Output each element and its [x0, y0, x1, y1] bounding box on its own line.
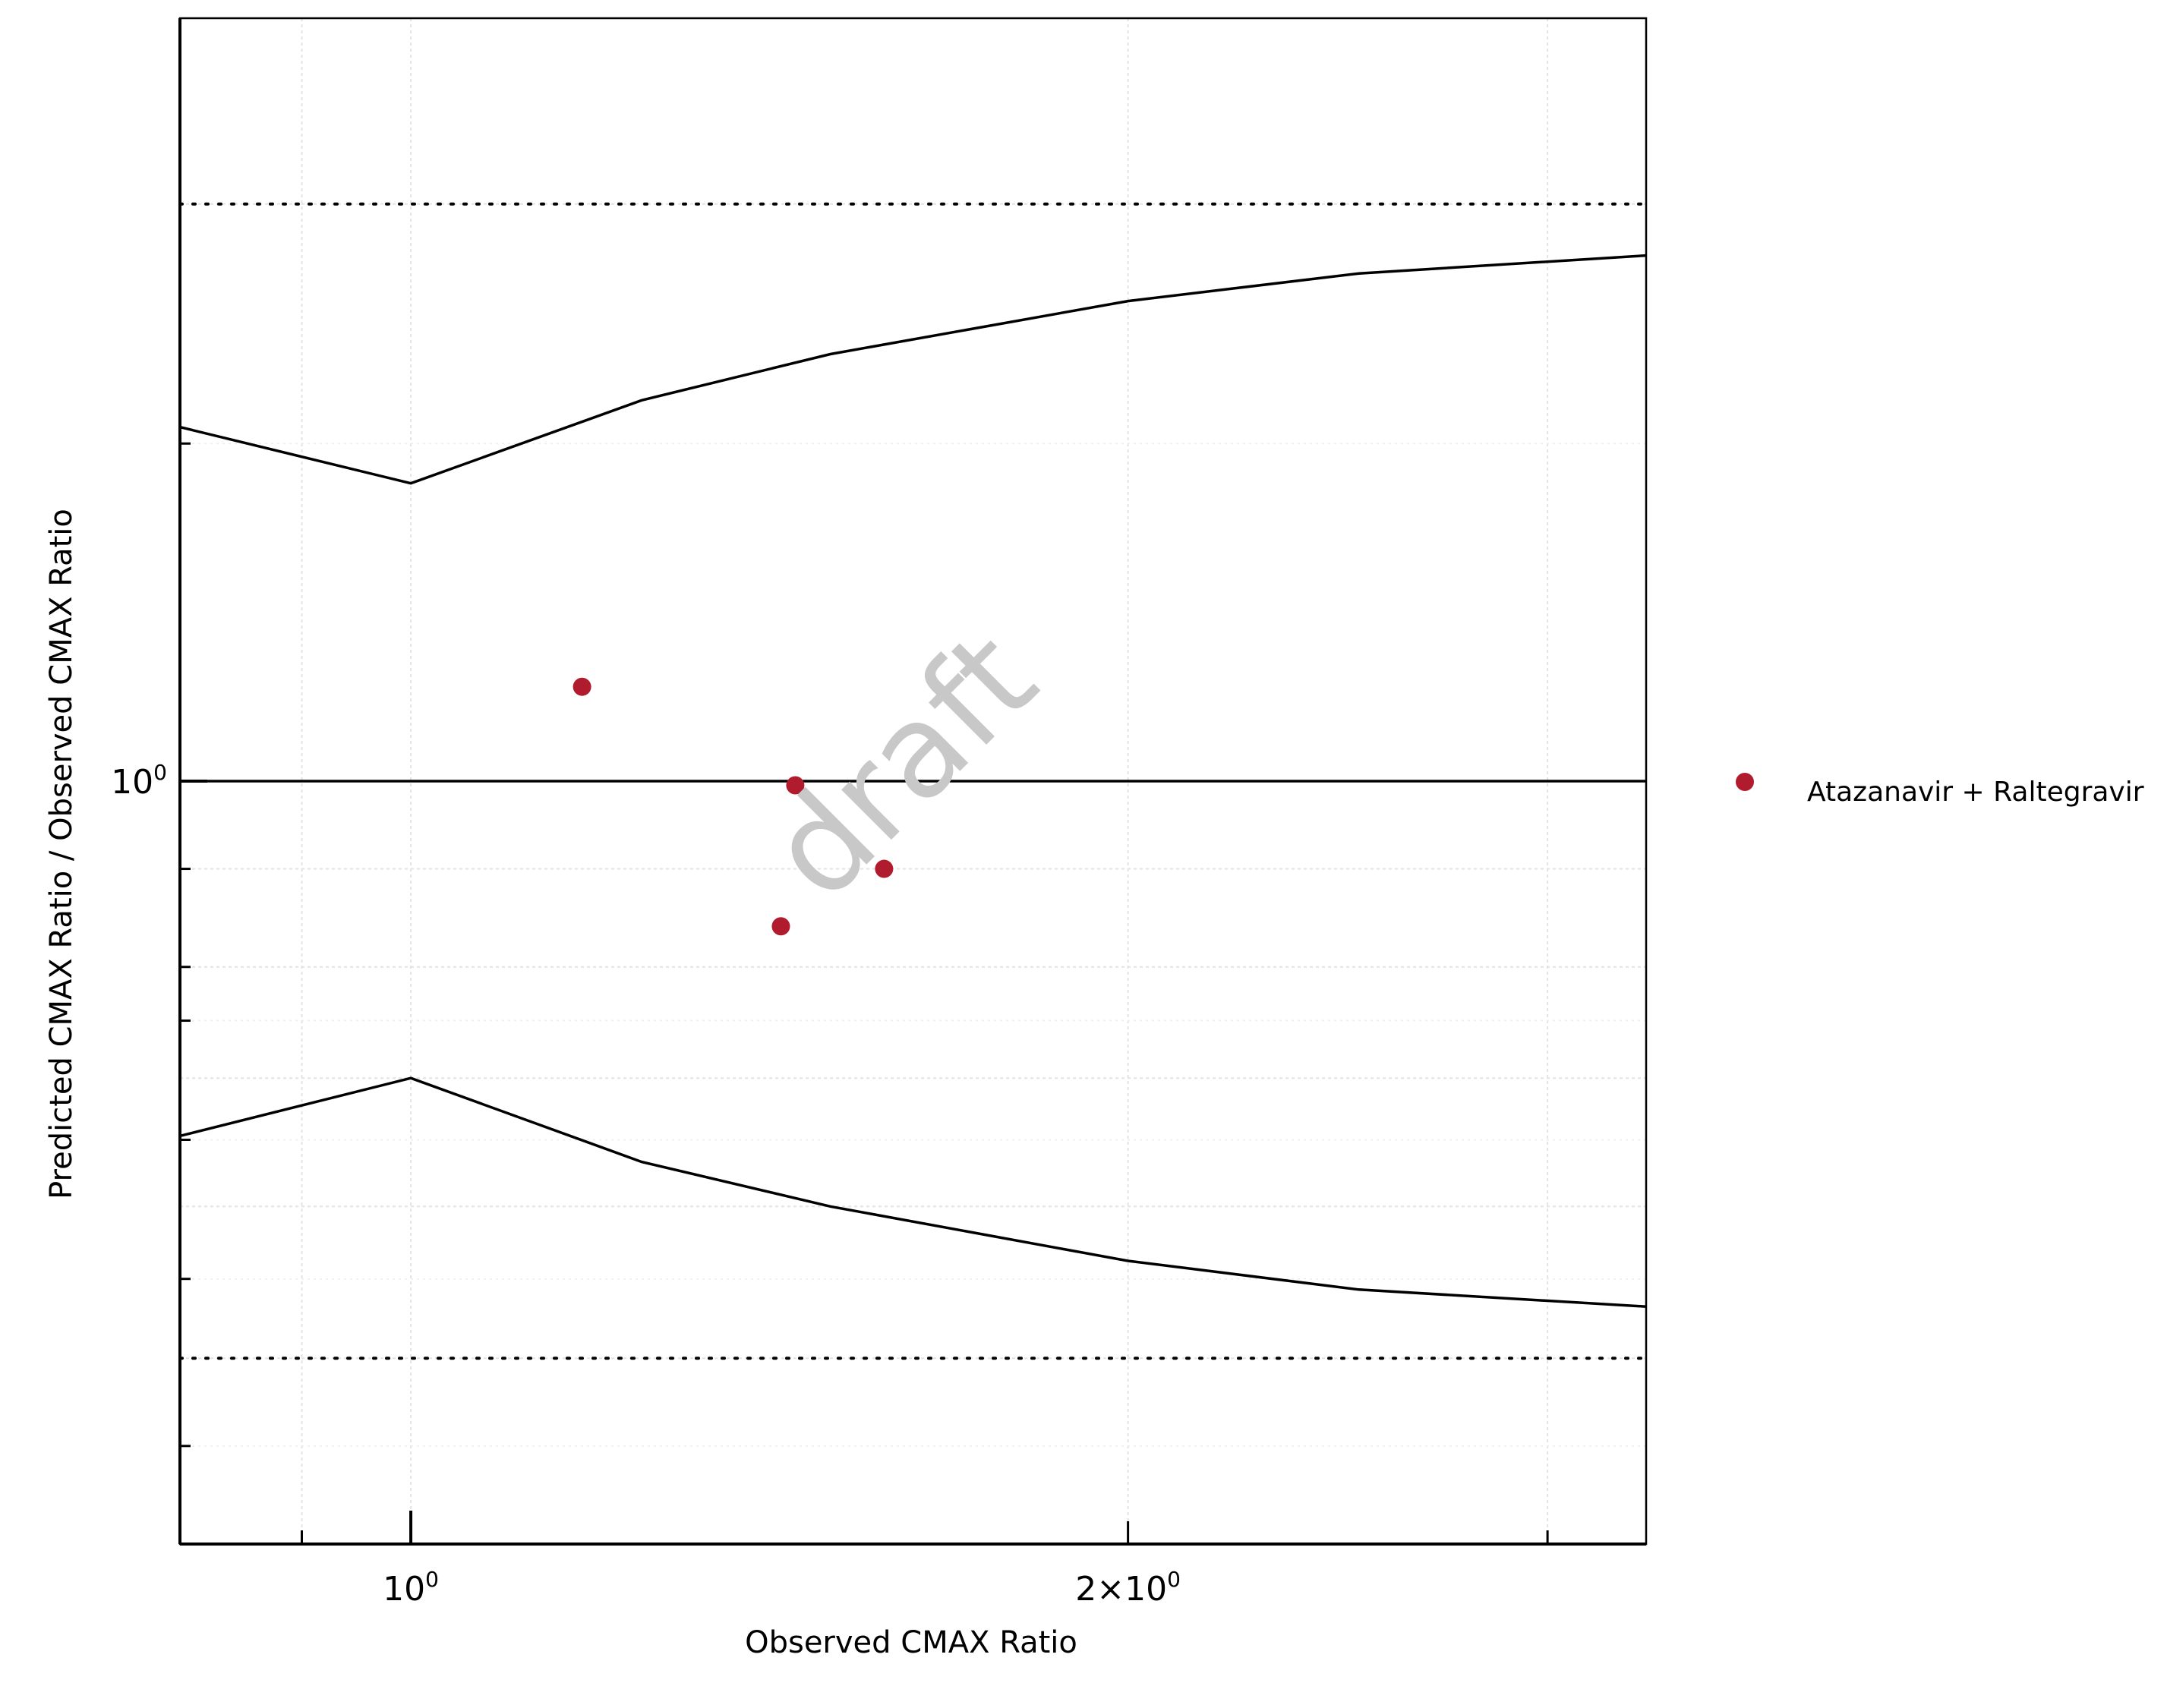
ticks: 100 2×100 100: [111, 442, 1549, 1609]
data-point: [573, 677, 591, 696]
data-point: [786, 776, 805, 795]
watermark-text: draft: [741, 604, 1065, 928]
legend: Atazanavir + Raltegravir: [1736, 773, 2144, 808]
data-points: [573, 677, 894, 936]
guest-limit-curves: [179, 254, 1647, 1308]
lower-limit-curve: [179, 1076, 1647, 1308]
x-tick-label: 100: [383, 1567, 439, 1609]
x-axis-title: Observed CMAX Ratio: [745, 1625, 1077, 1660]
y-tick-label: 100: [111, 760, 167, 802]
upper-limit-curve: [179, 254, 1647, 485]
x-tick-label: 2×100: [1075, 1567, 1181, 1609]
legend-marker: [1736, 773, 1754, 791]
reference-lines: [178, 202, 1648, 1360]
y-axis-title: Predicted CMAX Ratio / Observed CMAX Rat…: [44, 509, 79, 1199]
data-point: [875, 859, 894, 878]
data-point: [771, 917, 790, 936]
legend-label: Atazanavir + Raltegravir: [1807, 777, 2144, 808]
